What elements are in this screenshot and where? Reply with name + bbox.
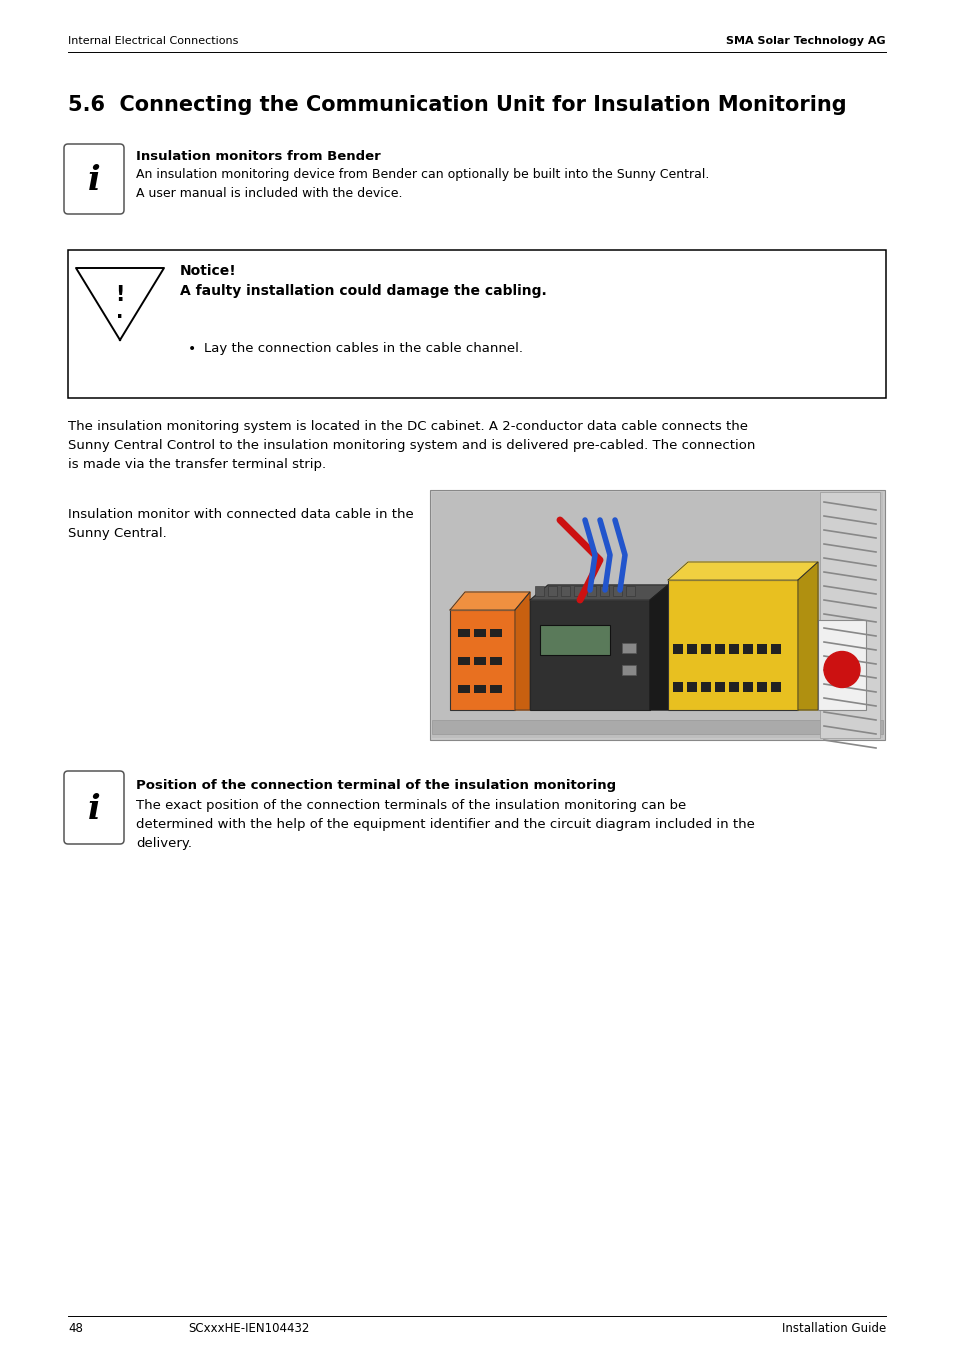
Text: ·: · <box>116 308 124 327</box>
Bar <box>700 644 710 654</box>
Bar <box>68 250 885 397</box>
Bar <box>686 681 697 692</box>
Text: Installation Guide: Installation Guide <box>781 1322 885 1334</box>
Text: 5.6  Connecting the Communication Unit for Insulation Monitoring: 5.6 Connecting the Communication Unit fo… <box>68 95 845 115</box>
Bar <box>757 644 766 654</box>
Text: Insulation monitor with connected data cable in the
Sunny Central.: Insulation monitor with connected data c… <box>68 508 414 539</box>
Bar <box>539 625 609 654</box>
Bar <box>457 657 470 665</box>
Text: Position of the connection terminal of the insulation monitoring: Position of the connection terminal of t… <box>136 779 616 792</box>
Bar <box>474 685 485 694</box>
FancyBboxPatch shape <box>64 771 124 844</box>
Bar <box>672 644 682 654</box>
Bar <box>535 585 543 596</box>
Bar <box>432 721 882 734</box>
Text: An insulation monitoring device from Bender can optionally be built into the Sun: An insulation monitoring device from Ben… <box>136 168 709 200</box>
Polygon shape <box>515 592 530 710</box>
Bar <box>621 665 636 675</box>
Bar <box>714 644 724 654</box>
Bar <box>672 681 682 692</box>
Bar <box>474 629 485 637</box>
FancyBboxPatch shape <box>64 145 124 214</box>
Text: i: i <box>88 794 100 826</box>
Bar <box>686 644 697 654</box>
Bar <box>450 610 515 710</box>
Polygon shape <box>450 592 530 610</box>
Text: The insulation monitoring system is located in the DC cabinet. A 2-conductor dat: The insulation monitoring system is loca… <box>68 420 755 470</box>
Bar <box>817 621 865 710</box>
Polygon shape <box>649 585 667 710</box>
Text: •: • <box>188 342 196 356</box>
Bar <box>700 681 710 692</box>
Text: Notice!: Notice! <box>180 264 236 279</box>
Text: Lay the connection cables in the cable channel.: Lay the connection cables in the cable c… <box>204 342 522 356</box>
Text: !: ! <box>115 285 125 306</box>
Circle shape <box>823 652 859 688</box>
Bar <box>574 585 582 596</box>
Bar <box>728 681 739 692</box>
Bar <box>667 580 797 710</box>
Text: SCxxxHE-IEN104432: SCxxxHE-IEN104432 <box>188 1322 309 1334</box>
Bar <box>742 644 752 654</box>
Bar <box>432 492 882 738</box>
Bar <box>560 585 569 596</box>
Text: 48: 48 <box>68 1322 83 1334</box>
Bar <box>530 600 649 710</box>
Bar <box>457 629 470 637</box>
Text: SMA Solar Technology AG: SMA Solar Technology AG <box>725 37 885 46</box>
Bar <box>742 681 752 692</box>
Bar <box>490 629 501 637</box>
Polygon shape <box>76 268 164 339</box>
Bar <box>621 644 636 653</box>
Text: Internal Electrical Connections: Internal Electrical Connections <box>68 37 238 46</box>
Bar <box>430 489 884 740</box>
Bar <box>625 585 635 596</box>
Bar <box>757 681 766 692</box>
Bar <box>547 585 557 596</box>
Bar <box>457 685 470 694</box>
Bar <box>770 681 781 692</box>
Polygon shape <box>797 562 817 710</box>
Bar <box>490 685 501 694</box>
Bar <box>770 644 781 654</box>
Text: Insulation monitors from Bender: Insulation monitors from Bender <box>136 150 380 164</box>
Polygon shape <box>530 585 667 600</box>
Polygon shape <box>667 562 817 580</box>
Bar <box>820 492 879 738</box>
Bar <box>599 585 608 596</box>
Bar <box>586 585 596 596</box>
Bar <box>714 681 724 692</box>
Text: A faulty installation could damage the cabling.: A faulty installation could damage the c… <box>180 284 546 297</box>
Bar <box>728 644 739 654</box>
Bar <box>613 585 621 596</box>
Text: The exact position of the connection terminals of the insulation monitoring can : The exact position of the connection ter… <box>136 799 754 850</box>
Text: i: i <box>88 165 100 197</box>
Bar <box>490 657 501 665</box>
Bar <box>474 657 485 665</box>
